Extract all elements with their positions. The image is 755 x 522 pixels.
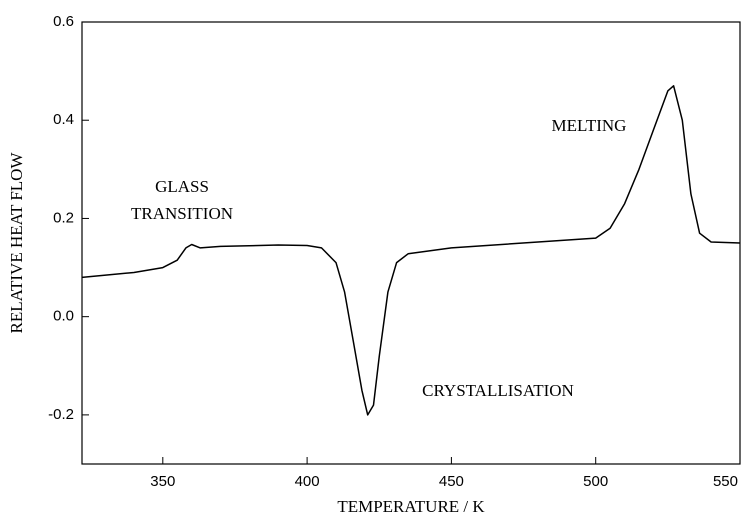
x-tick-label: 400 — [295, 473, 320, 490]
x-tick-label: 350 — [150, 473, 175, 490]
y-tick-label: 0.4 — [53, 111, 74, 128]
y-axis-label: RELATIVE HEAT FLOW — [7, 152, 26, 334]
y-tick-label: -0.2 — [48, 406, 74, 423]
plot-frame — [81, 21, 741, 465]
data-line — [81, 85, 741, 416]
annotation: GLASS — [155, 177, 209, 196]
x-tick-label: 500 — [583, 473, 608, 490]
annotation: MELTING — [552, 116, 627, 135]
annotation: CRYSTALLISATION — [422, 381, 574, 400]
x-tick-label: 450 — [439, 473, 464, 490]
x-tick-label: 550 — [713, 473, 738, 490]
y-tick-label: 0.0 — [53, 308, 74, 325]
annotation: TRANSITION — [131, 204, 233, 223]
y-tick-label: 0.6 — [53, 13, 74, 30]
x-axis-label: TEMPERATURE / K — [337, 497, 485, 516]
y-tick-label: 0.2 — [53, 209, 74, 226]
